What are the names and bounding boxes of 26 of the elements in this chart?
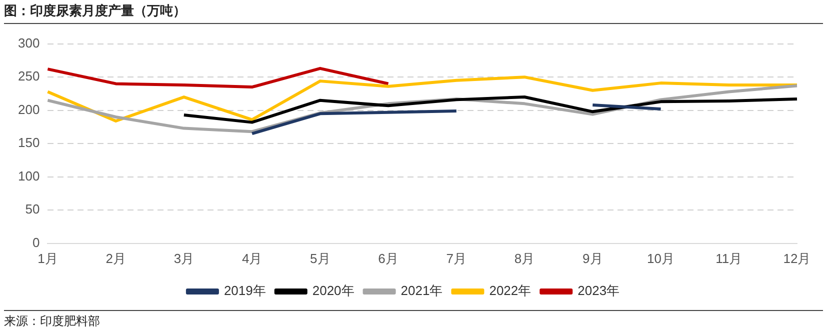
y-tick-label: 300: [18, 35, 40, 50]
x-tick-label: 5月: [310, 250, 330, 266]
x-tick-label: 8月: [514, 250, 535, 266]
chart-title: 图：印度尿素月度产量（万吨）: [4, 2, 823, 24]
x-tick-label: 1月: [38, 250, 58, 266]
x-tick-label: 11月: [716, 250, 742, 266]
legend-label: 2021年: [400, 283, 443, 298]
x-tick-label: 2月: [106, 250, 126, 266]
legend-label: 2019年: [224, 283, 266, 298]
legend-label: 2022年: [489, 283, 532, 298]
x-tick-label: 9月: [582, 250, 603, 266]
x-tick-label: 12月: [783, 250, 811, 266]
y-tick-label: 100: [18, 168, 40, 184]
y-tick-label: 0: [32, 234, 40, 250]
x-tick-label: 6月: [378, 250, 398, 266]
y-tick-label: 50: [25, 202, 40, 217]
x-tick-label: 7月: [446, 250, 467, 266]
legend-label: 2020年: [312, 283, 354, 298]
x-tick-label: 4月: [242, 250, 262, 266]
legend-label: 2023年: [578, 283, 620, 298]
x-tick-label: 3月: [174, 250, 194, 266]
y-tick-label: 150: [18, 135, 40, 150]
y-tick-label: 250: [18, 68, 40, 84]
x-tick-label: 10月: [647, 250, 674, 266]
y-tick-label: 200: [18, 102, 40, 117]
source-note: 来源：印度肥料部: [4, 310, 823, 330]
